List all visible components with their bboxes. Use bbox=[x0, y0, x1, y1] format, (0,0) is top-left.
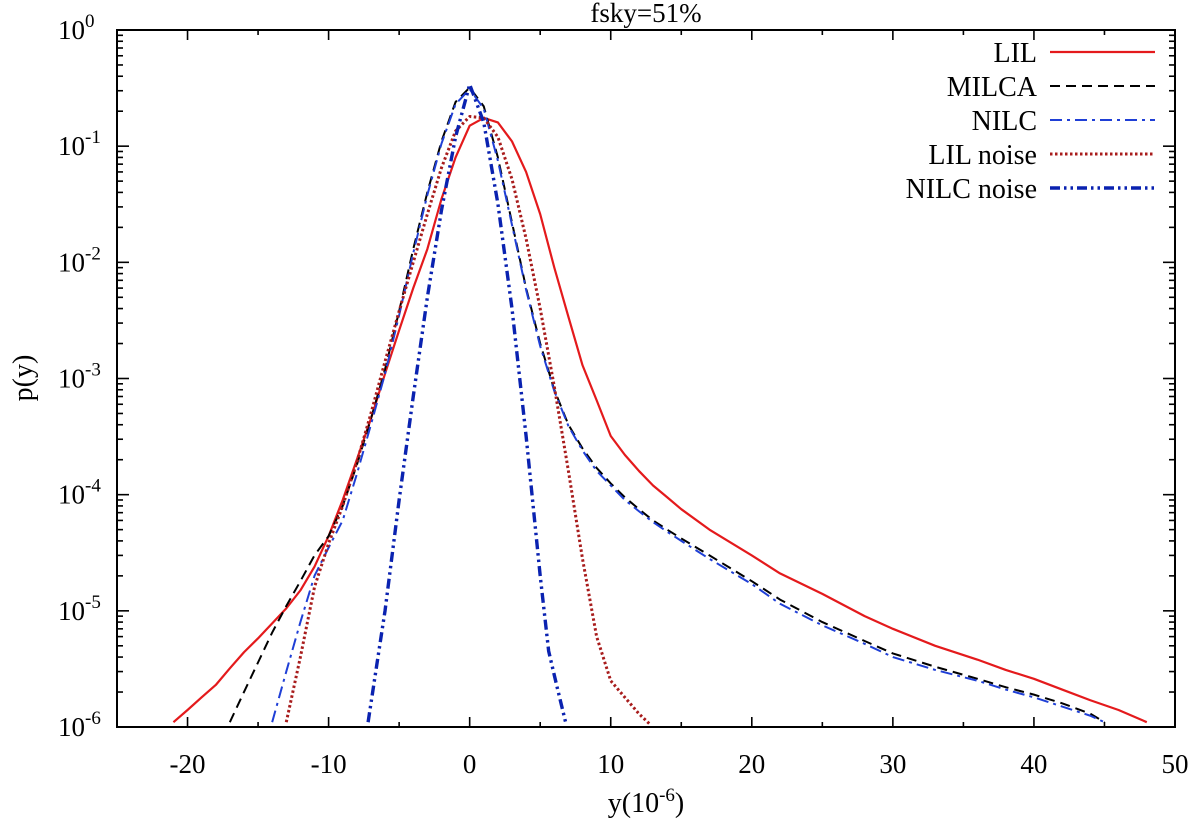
y-axis-label: p(y) bbox=[8, 355, 39, 402]
y-axis: 10-6 10-5 10-4 10-3 10-2 10-1 100 bbox=[58, 11, 1175, 742]
y-tick-label: 100 bbox=[58, 11, 95, 45]
y-tick-label: 10-5 bbox=[58, 592, 101, 626]
series-line-nilc-noise bbox=[366, 82, 568, 723]
x-tick-label: -20 bbox=[170, 749, 206, 779]
y-tick-label: 10-1 bbox=[58, 127, 101, 161]
x-tick-label: 30 bbox=[879, 749, 906, 779]
y-tick-label: 10-4 bbox=[58, 476, 101, 510]
x-tick-label: 50 bbox=[1162, 749, 1189, 779]
series-line-lil-noise bbox=[284, 115, 652, 726]
y-tick-label: 10-3 bbox=[58, 360, 101, 394]
x-tick-label: 10 bbox=[597, 749, 624, 779]
chart-title: fsky=51% bbox=[590, 0, 701, 28]
legend-label: LIL noise bbox=[928, 140, 1037, 171]
y-tick-label: 10-2 bbox=[58, 243, 101, 277]
y-tick-label: 10-6 bbox=[58, 708, 101, 742]
x-tick-label: 0 bbox=[463, 749, 477, 779]
series-line-nilc bbox=[271, 88, 1105, 724]
x-axis-label: y(10-6) bbox=[608, 785, 684, 819]
legend-label: NILC noise bbox=[906, 174, 1037, 205]
x-axis-label-exponent: -6 bbox=[659, 785, 675, 806]
x-tick-label: 20 bbox=[738, 749, 765, 779]
legend-label: LIL bbox=[993, 38, 1037, 69]
legend-label: MILCA bbox=[947, 72, 1038, 103]
series-line-lil bbox=[172, 116, 1148, 724]
x-tick-label: 40 bbox=[1020, 749, 1047, 779]
legend-label: NILC bbox=[972, 106, 1037, 137]
x-axis: -20 -10 0 10 20 30 40 50 bbox=[116, 30, 1189, 779]
series-layer bbox=[172, 82, 1148, 726]
x-tick-label: -10 bbox=[311, 749, 347, 779]
